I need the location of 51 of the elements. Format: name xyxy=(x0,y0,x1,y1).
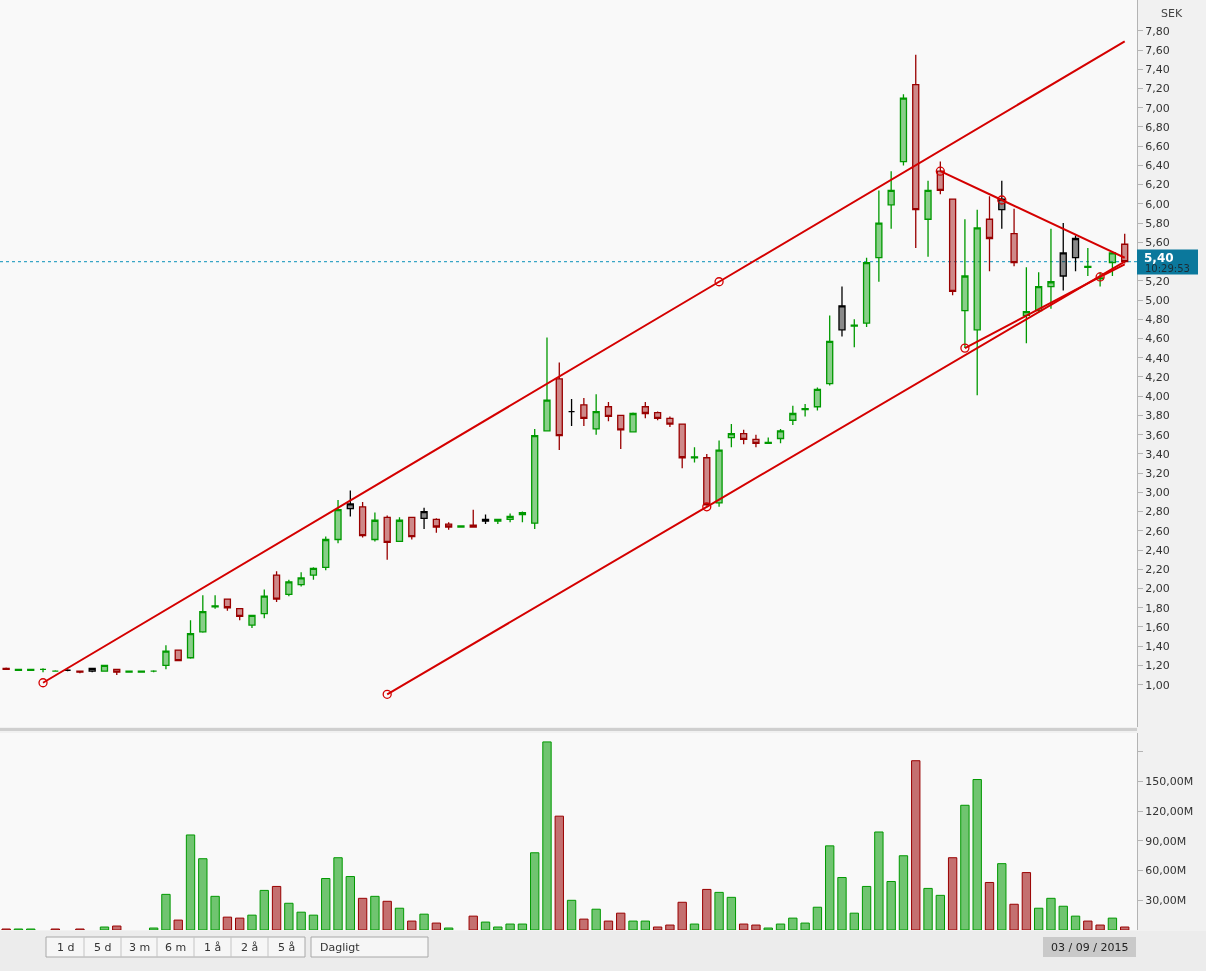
y-tick-label: 4,20 xyxy=(1145,370,1170,384)
y-tick-label: 1,00 xyxy=(1145,678,1170,692)
text: 6 m xyxy=(165,941,187,954)
y-tick-label: 4,00 xyxy=(1145,390,1170,404)
y-tick-label: 1,60 xyxy=(1145,620,1170,634)
y-tick-label: 2,00 xyxy=(1145,582,1170,596)
text: 10:29:53 xyxy=(1145,263,1190,274)
text: Dagligt xyxy=(320,941,361,954)
y-tick-label: 2,20 xyxy=(1145,563,1170,577)
y-tick-label: 5,80 xyxy=(1145,216,1170,230)
y-tick-label: 7,60 xyxy=(1145,43,1170,57)
text: 5 å xyxy=(278,941,296,954)
y-tick-label: 3,60 xyxy=(1145,428,1170,442)
y-tick-label: 90,00M xyxy=(1145,834,1187,848)
y-tick-label: 5,20 xyxy=(1145,274,1170,288)
y-tick-label: 5,60 xyxy=(1145,236,1170,250)
y-tick-label: 6,60 xyxy=(1145,140,1170,154)
y-tick-label: 60,00M xyxy=(1145,864,1187,878)
y-tick-label: 4,60 xyxy=(1145,332,1170,346)
y-tick-label: 7,20 xyxy=(1145,82,1170,96)
y-tick-label: 6,80 xyxy=(1145,120,1170,134)
y-tick-label: 3,80 xyxy=(1145,409,1170,423)
y-tick-label: 4,80 xyxy=(1145,313,1170,327)
y-tick-label: 3,20 xyxy=(1145,466,1170,480)
text: 1 d xyxy=(57,941,75,954)
y-axis-title: SEK xyxy=(1161,7,1183,20)
y-tick-label: 150,00M xyxy=(1145,775,1194,789)
y-tick-label: 7,00 xyxy=(1145,101,1170,115)
y-tick-label: 5,00 xyxy=(1145,293,1170,307)
y-tick-label: 3,00 xyxy=(1145,486,1170,500)
y-tick-label: 2,40 xyxy=(1145,543,1170,557)
y-tick-label: 30,00M xyxy=(1145,894,1187,908)
text: 03 / 09 / 2015 xyxy=(1051,941,1129,954)
y-tick-label: 7,80 xyxy=(1145,24,1170,38)
y-tick-label: 6,00 xyxy=(1145,197,1170,211)
y-tick-label: 1,20 xyxy=(1145,659,1170,673)
ref-line-label: 5,40 xyxy=(1144,251,1174,265)
text: 2 å xyxy=(241,941,259,954)
y-tick-label: 2,60 xyxy=(1145,524,1170,538)
y-tick-label: 7,40 xyxy=(1145,63,1170,77)
text: 1 å xyxy=(204,941,222,954)
y-tick-label: 4,40 xyxy=(1145,351,1170,365)
text: 5 d xyxy=(94,941,112,954)
y-tick-label: 3,40 xyxy=(1145,447,1170,461)
y-tick-label: 2,80 xyxy=(1145,505,1170,519)
y-tick-label: 1,80 xyxy=(1145,601,1170,615)
y-tick-label: 6,20 xyxy=(1145,178,1170,192)
y-tick-label: 120,00M xyxy=(1145,805,1194,819)
y-tick-label: 6,40 xyxy=(1145,159,1170,173)
y-tick-label: 1,40 xyxy=(1145,640,1170,654)
text: 3 m xyxy=(129,941,151,954)
